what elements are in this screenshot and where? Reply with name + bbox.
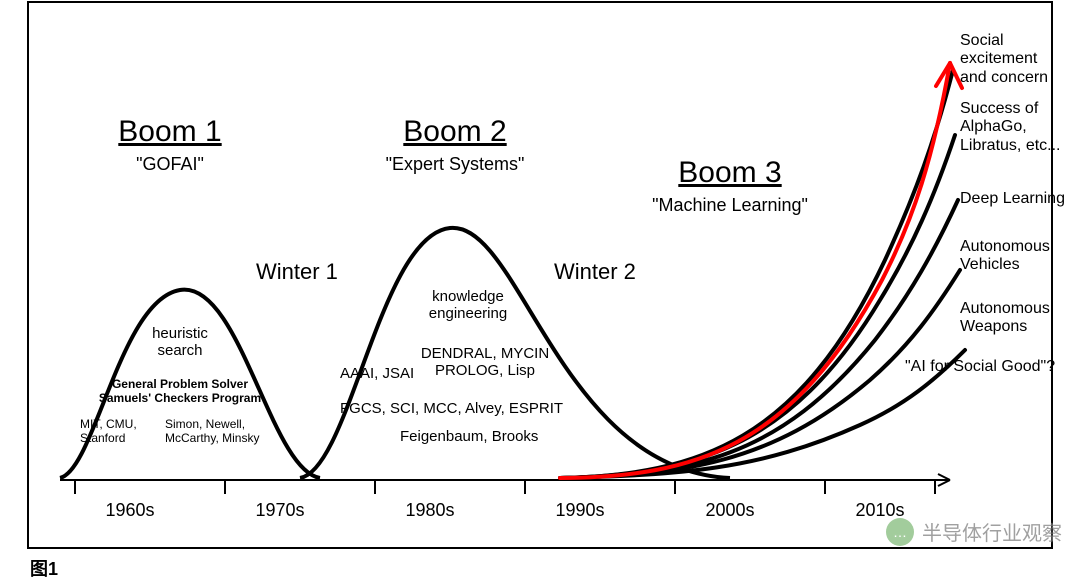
boom3-header: Boom 3 "Machine Learning" (615, 156, 845, 215)
decade-2000s: 2000s (690, 500, 770, 521)
boom3-sub: "Machine Learning" (615, 195, 845, 216)
boom2-header: Boom 2 "Expert Systems" (360, 115, 550, 174)
decade-1960s: 1960s (90, 500, 170, 521)
boom2-knowledge: knowledge engineering (398, 288, 538, 323)
boom1-heuristic: heuristic search (120, 325, 240, 360)
watermark-icon: … (886, 518, 914, 546)
boom2-title: Boom 2 (360, 115, 550, 150)
boom1-left: MIT, CMU, Stanford (80, 418, 137, 446)
boom3-title: Boom 3 (615, 156, 845, 191)
watermark: … 半导体行业观察 (886, 517, 1062, 546)
boom1-gps: General Problem Solver Samuels' Checkers… (85, 378, 275, 406)
boom2-fgcs: FGCS, SCI, MCC, Alvey, ESPRIT (340, 400, 563, 417)
winter1-label: Winter 1 (256, 259, 338, 284)
decade-1990s: 1990s (540, 500, 620, 521)
boom3-line-4: Autonomous Weapons (960, 300, 1050, 337)
boom3-line-3: Autonomous Vehicles (960, 238, 1050, 275)
diagram-root: Boom 1 "GOFAI" Boom 2 "Expert Systems" B… (0, 0, 1080, 578)
boom2-feigen: Feigenbaum, Brooks (400, 428, 538, 445)
boom3-line-1: Success of AlphaGo, Libratus, etc... (960, 100, 1061, 155)
boom2-dendral: DENDRAL, MYCIN PROLOG, Lisp (405, 345, 565, 380)
diagram-svg (0, 0, 1080, 578)
decade-1980s: 1980s (390, 500, 470, 521)
winter2-label: Winter 2 (554, 259, 636, 284)
boom3-line-5: "AI for Social Good"? (905, 358, 1055, 376)
boom2-sub: "Expert Systems" (360, 154, 550, 175)
boom3-line-2: Deep Learning (960, 190, 1065, 208)
boom1-header: Boom 1 "GOFAI" (85, 115, 255, 174)
decade-1970s: 1970s (240, 500, 320, 521)
boom1-sub: "GOFAI" (85, 154, 255, 175)
boom1-right: Simon, Newell, McCarthy, Minsky (165, 418, 259, 446)
boom2-aaai: AAAI, JSAI (340, 365, 414, 382)
boom1-title: Boom 1 (85, 115, 255, 150)
watermark-text: 半导体行业观察 (922, 517, 1062, 546)
caption-fragment: 图1 (30, 559, 58, 578)
boom3-line-0: Social excitement and concern (960, 32, 1080, 87)
